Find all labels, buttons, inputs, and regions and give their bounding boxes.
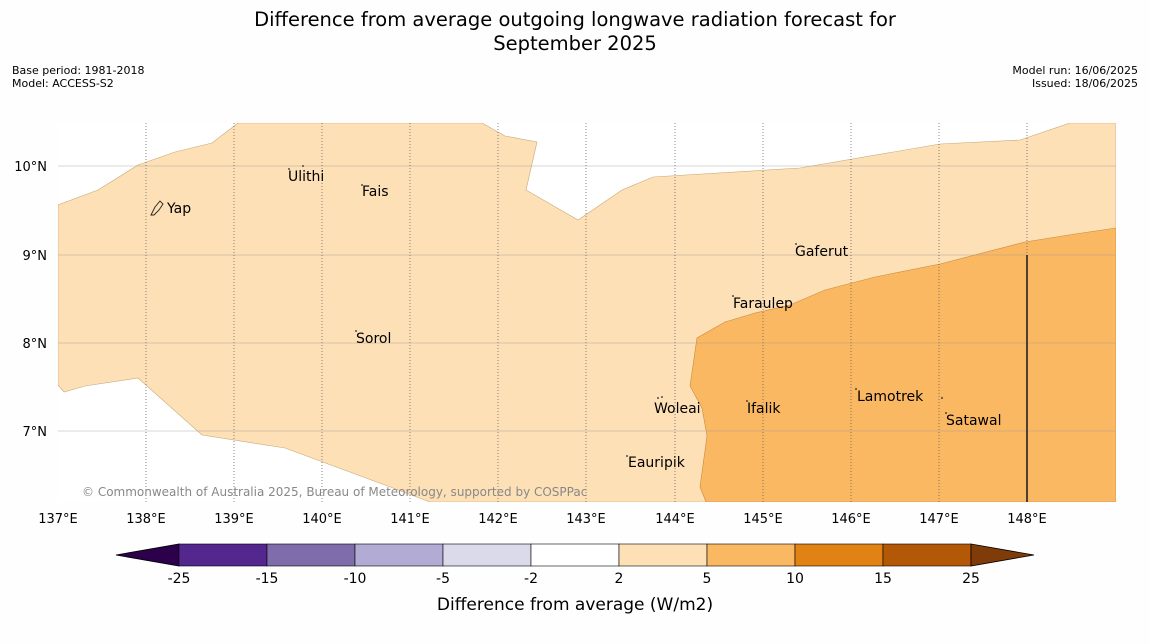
colorbar-tick-label: 15 <box>874 571 892 587</box>
place-label-fais: Fais <box>362 184 389 200</box>
yap-island-outline <box>150 200 164 216</box>
lon-tick-138e: 138°E <box>126 512 166 527</box>
place-label-satawal: Satawal <box>946 413 1001 429</box>
issued-text: Issued: 18/06/2025 <box>1031 76 1138 90</box>
model-run-text: Model run: 16/06/2025 <box>1012 64 1138 77</box>
colorbar-tick-label: 2 <box>615 571 624 587</box>
colorbar-tick-label: 5 <box>703 571 712 587</box>
place-label-lamotrek: Lamotrek <box>857 389 924 405</box>
colorbar-tick-label: 10 <box>786 571 804 587</box>
place-label-woleai: Woleai <box>654 401 701 417</box>
base-period-text: Base period: 1981-2018 <box>12 64 145 77</box>
colorbar-tick-labels: -25 -15 -10 -5 -2 2 5 10 15 25 <box>168 571 980 587</box>
colorbar-under-triangle <box>115 543 180 567</box>
colorbar-segment-6 <box>618 543 708 567</box>
place-label-ifalik: Ifalik <box>747 401 781 417</box>
meta-left: Base period: 1981-2018 Model: ACCESS-S2 <box>12 64 145 90</box>
lat-tick-10n: 10°N <box>14 160 47 175</box>
anomaly-region-5-to-10 <box>689 227 1116 502</box>
place-label-sorol: Sorol <box>356 331 391 347</box>
colorbar-tick-label: -2 <box>524 571 538 587</box>
colorbar-tick-label: -10 <box>344 571 367 587</box>
colorbar-over-triangle <box>970 543 1035 567</box>
latitude-tick-labels: 10°N 9°N 8°N 7°N <box>14 160 47 440</box>
lon-tick-147e: 147°E <box>919 512 959 527</box>
colorbar-segment-1 <box>178 543 268 567</box>
copyright-notice: © Commonwealth of Australia 2025, Bureau… <box>82 485 587 499</box>
lon-tick-148e: 148°E <box>1007 512 1047 527</box>
colorbar-segment-3 <box>354 543 444 567</box>
title-line-2: September 2025 <box>493 32 657 55</box>
lon-tick-144e: 144°E <box>655 512 695 527</box>
lon-tick-143e: 143°E <box>566 512 606 527</box>
colorbar-tick-label: -15 <box>256 571 279 587</box>
colorbar-tick-label: 25 <box>962 571 980 587</box>
colorbar-tick-label: -25 <box>168 571 191 587</box>
chart-title: Difference from average outgoing longwav… <box>0 8 1150 56</box>
lon-tick-137e: 137°E <box>38 512 78 527</box>
lat-tick-8n: 8°N <box>23 337 48 352</box>
colorbar-tick-label: -5 <box>436 571 450 587</box>
place-label-yap: Yap <box>166 201 191 217</box>
longitude-tick-labels: 137°E 138°E 139°E 140°E 141°E 142°E 143°… <box>38 512 1047 527</box>
map-area[interactable]: Ulithi Fais Yap Gaferut Faraulep Sorol W… <box>58 123 1116 502</box>
colorbar-segment-7 <box>706 543 796 567</box>
meta-right: Model run: 16/06/2025 Issued: 18/06/2025 <box>1012 64 1138 90</box>
lon-tick-145e: 145°E <box>743 512 783 527</box>
lon-tick-140e: 140°E <box>302 512 342 527</box>
lon-tick-146e: 146°E <box>831 512 871 527</box>
colorbar-segment-2 <box>266 543 356 567</box>
island-markers <box>288 165 947 457</box>
colorbar-segment-5 <box>530 543 620 567</box>
colorbar: -25 -15 -10 -5 -2 2 5 10 15 25 Differenc… <box>115 543 1035 615</box>
place-label-eauripik: Eauripik <box>628 455 686 471</box>
model-text: Model: ACCESS-S2 <box>12 76 114 90</box>
lon-tick-142e: 142°E <box>478 512 518 527</box>
title-line-1: Difference from average outgoing longwav… <box>254 8 896 31</box>
lon-tick-139e: 139°E <box>214 512 254 527</box>
lon-tick-141e: 141°E <box>390 512 430 527</box>
place-label-ulithi: Ulithi <box>288 169 324 185</box>
colorbar-segment-8 <box>794 543 884 567</box>
colorbar-label: Difference from average (W/m2) <box>437 595 713 615</box>
place-label-gaferut: Gaferut <box>795 244 849 260</box>
lat-tick-9n: 9°N <box>23 249 48 264</box>
colorbar-segment-4 <box>442 543 532 567</box>
lat-tick-7n: 7°N <box>23 425 48 440</box>
colorbar-segment-9 <box>882 543 972 567</box>
place-label-faraulep: Faraulep <box>733 296 793 312</box>
